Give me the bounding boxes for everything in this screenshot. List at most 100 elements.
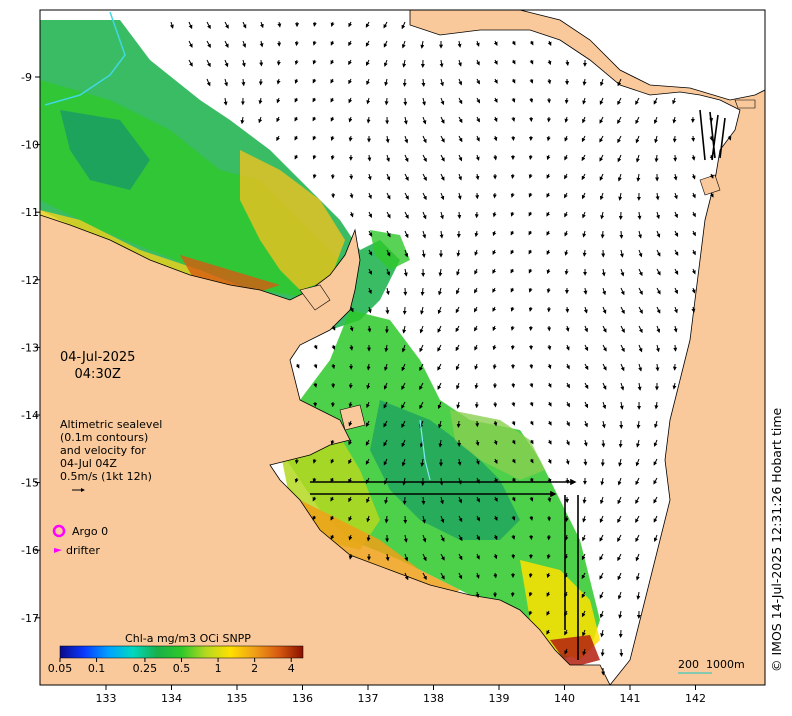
velocity-arrow [636, 591, 641, 600]
velocity-arrow [384, 363, 388, 372]
velocity-arrow [276, 97, 281, 104]
velocity-arrow [547, 78, 552, 85]
velocity-arrow [476, 534, 480, 541]
velocity-arrow [366, 363, 371, 371]
velocity-arrow [294, 135, 299, 141]
velocity-arrow [493, 116, 498, 123]
velocity-arrow [475, 154, 480, 161]
velocity-arrow [474, 344, 478, 351]
velocity-arrow [618, 610, 623, 619]
velocity-arrow [529, 496, 534, 502]
velocity-arrow [566, 382, 570, 389]
velocity-arrow [366, 534, 371, 542]
velocity-arrow [385, 306, 390, 315]
velocity-arrow [511, 97, 516, 103]
velocity-arrow [582, 648, 587, 656]
velocity-arrow [312, 40, 317, 46]
velocity-arrow [709, 192, 714, 198]
lon-tick-label: 134 [161, 692, 182, 705]
velocity-arrow [348, 78, 352, 85]
velocity-arrow [348, 534, 353, 541]
velocity-arrow [582, 116, 586, 124]
velocity-arrow [240, 116, 245, 125]
velocity-arrow [709, 173, 714, 179]
velocity-arrow [602, 287, 607, 296]
drifter-legend-label: drifter [66, 544, 100, 557]
velocity-arrow [617, 534, 622, 542]
velocity-arrow [653, 496, 658, 504]
velocity-arrow [440, 154, 445, 162]
velocity-arrow [511, 420, 516, 426]
velocity-arrow [600, 629, 605, 638]
velocity-arrow [599, 553, 604, 561]
velocity-arrow [294, 40, 299, 47]
velocity-arrow [455, 363, 460, 371]
velocity-arrow [617, 477, 622, 486]
velocity-arrow [368, 192, 372, 200]
velocity-arrow [440, 534, 445, 542]
velocity-arrow [492, 192, 497, 199]
velocity-arrow [564, 154, 568, 161]
velocity-arrow [510, 211, 515, 217]
velocity-arrow [330, 515, 335, 521]
velocity-arrow [638, 249, 643, 258]
velocity-arrow [386, 249, 391, 257]
velocity-arrow [330, 458, 335, 464]
velocity-arrow [348, 116, 353, 123]
velocity-arrow [599, 154, 604, 162]
velocity-arrow [529, 420, 534, 426]
velocity-arrow [529, 515, 534, 521]
velocity-arrow [366, 401, 370, 409]
velocity-arrow [458, 116, 463, 124]
velocity-arrow [419, 401, 424, 410]
velocity-arrow [582, 211, 586, 219]
velocity-arrow [582, 97, 587, 105]
velocity-arrow [581, 553, 586, 561]
velocity-arrow [386, 230, 391, 238]
velocity-arrow [673, 173, 678, 181]
lat-tick-label: -16 [21, 544, 39, 557]
velocity-arrow [383, 401, 388, 409]
velocity-arrow [422, 135, 427, 144]
scale-label: 200 1000m [678, 658, 745, 671]
velocity-arrow [637, 382, 642, 391]
lon-tick-label: 139 [489, 692, 510, 705]
velocity-arrow [620, 268, 625, 277]
velocity-arrow [528, 572, 533, 578]
velocity-arrow [510, 306, 515, 312]
velocity-arrow [419, 325, 424, 334]
drifter-marker-icon [54, 548, 62, 553]
velocity-arrow [565, 344, 570, 351]
velocity-arrow [383, 21, 388, 29]
velocity-arrow [438, 268, 443, 277]
velocity-arrow [511, 496, 516, 502]
colorbar-tick-label: 1 [215, 662, 222, 675]
velocity-arrow [422, 154, 427, 163]
velocity-arrow [528, 154, 533, 160]
velocity-arrow [475, 572, 480, 579]
velocity-arrow [674, 287, 678, 295]
velocity-arrow [653, 534, 658, 542]
velocity-arrow [294, 116, 299, 122]
velocity-arrow [313, 363, 318, 369]
velocity-arrow [581, 192, 586, 200]
velocity-arrow [528, 211, 533, 217]
velocity-arrow [401, 382, 406, 390]
velocity-arrow [492, 306, 497, 312]
velocity-arrow [493, 496, 498, 502]
velocity-arrow [564, 249, 569, 256]
velocity-arrow [638, 230, 642, 239]
velocity-arrow [348, 515, 353, 522]
velocity-arrow [224, 40, 229, 49]
velocity-arrow [654, 154, 659, 163]
velocity-arrow [601, 268, 606, 277]
velocity-arrow [476, 515, 480, 522]
velocity-arrows [169, 21, 732, 676]
velocity-arrow [421, 249, 426, 258]
velocity-arrow [367, 173, 372, 181]
velocity-arrow [367, 306, 372, 314]
velocity-arrow [349, 306, 354, 313]
velocity-arrow [528, 591, 533, 597]
velocity-arrow [437, 382, 442, 390]
velocity-arrow [294, 97, 299, 103]
